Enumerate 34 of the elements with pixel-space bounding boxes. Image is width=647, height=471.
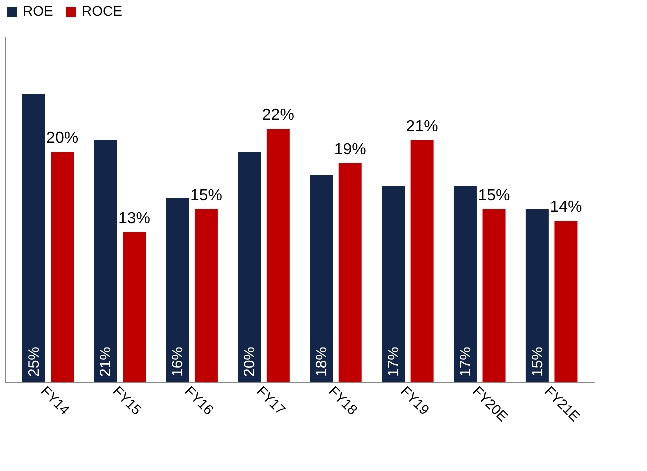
data-label: 16% — [170, 346, 187, 377]
bar — [338, 164, 362, 382]
data-label: 15% — [529, 346, 546, 377]
bar — [51, 152, 74, 382]
data-label: 22% — [262, 107, 294, 124]
bar — [22, 94, 46, 382]
bar — [410, 140, 434, 382]
bar — [266, 129, 290, 382]
data-label: 21% — [406, 118, 438, 136]
data-label: 17% — [386, 346, 403, 377]
bar — [166, 198, 190, 382]
bar — [238, 152, 262, 382]
data-label: 15% — [478, 188, 510, 204]
data-label: 14% — [550, 199, 582, 216]
data-label: 13% — [118, 210, 151, 228]
bar — [194, 210, 218, 382]
bar — [526, 210, 549, 382]
bar — [454, 186, 477, 382]
data-label: 20% — [242, 346, 259, 377]
data-label: 25% — [26, 346, 43, 377]
legend-label: ROE — [23, 3, 54, 19]
data-label: 17% — [457, 346, 474, 377]
data-label: 19% — [334, 142, 366, 158]
bar — [482, 210, 506, 382]
legend-label: ROCE — [82, 3, 122, 19]
data-label: 21% — [98, 346, 115, 377]
bar — [382, 186, 406, 382]
bar — [310, 175, 334, 382]
data-label: 20% — [46, 130, 79, 147]
bar — [554, 221, 578, 382]
data-label: 15% — [190, 188, 222, 204]
bar — [123, 232, 146, 382]
bar — [94, 140, 118, 382]
data-label: 18% — [314, 346, 331, 377]
